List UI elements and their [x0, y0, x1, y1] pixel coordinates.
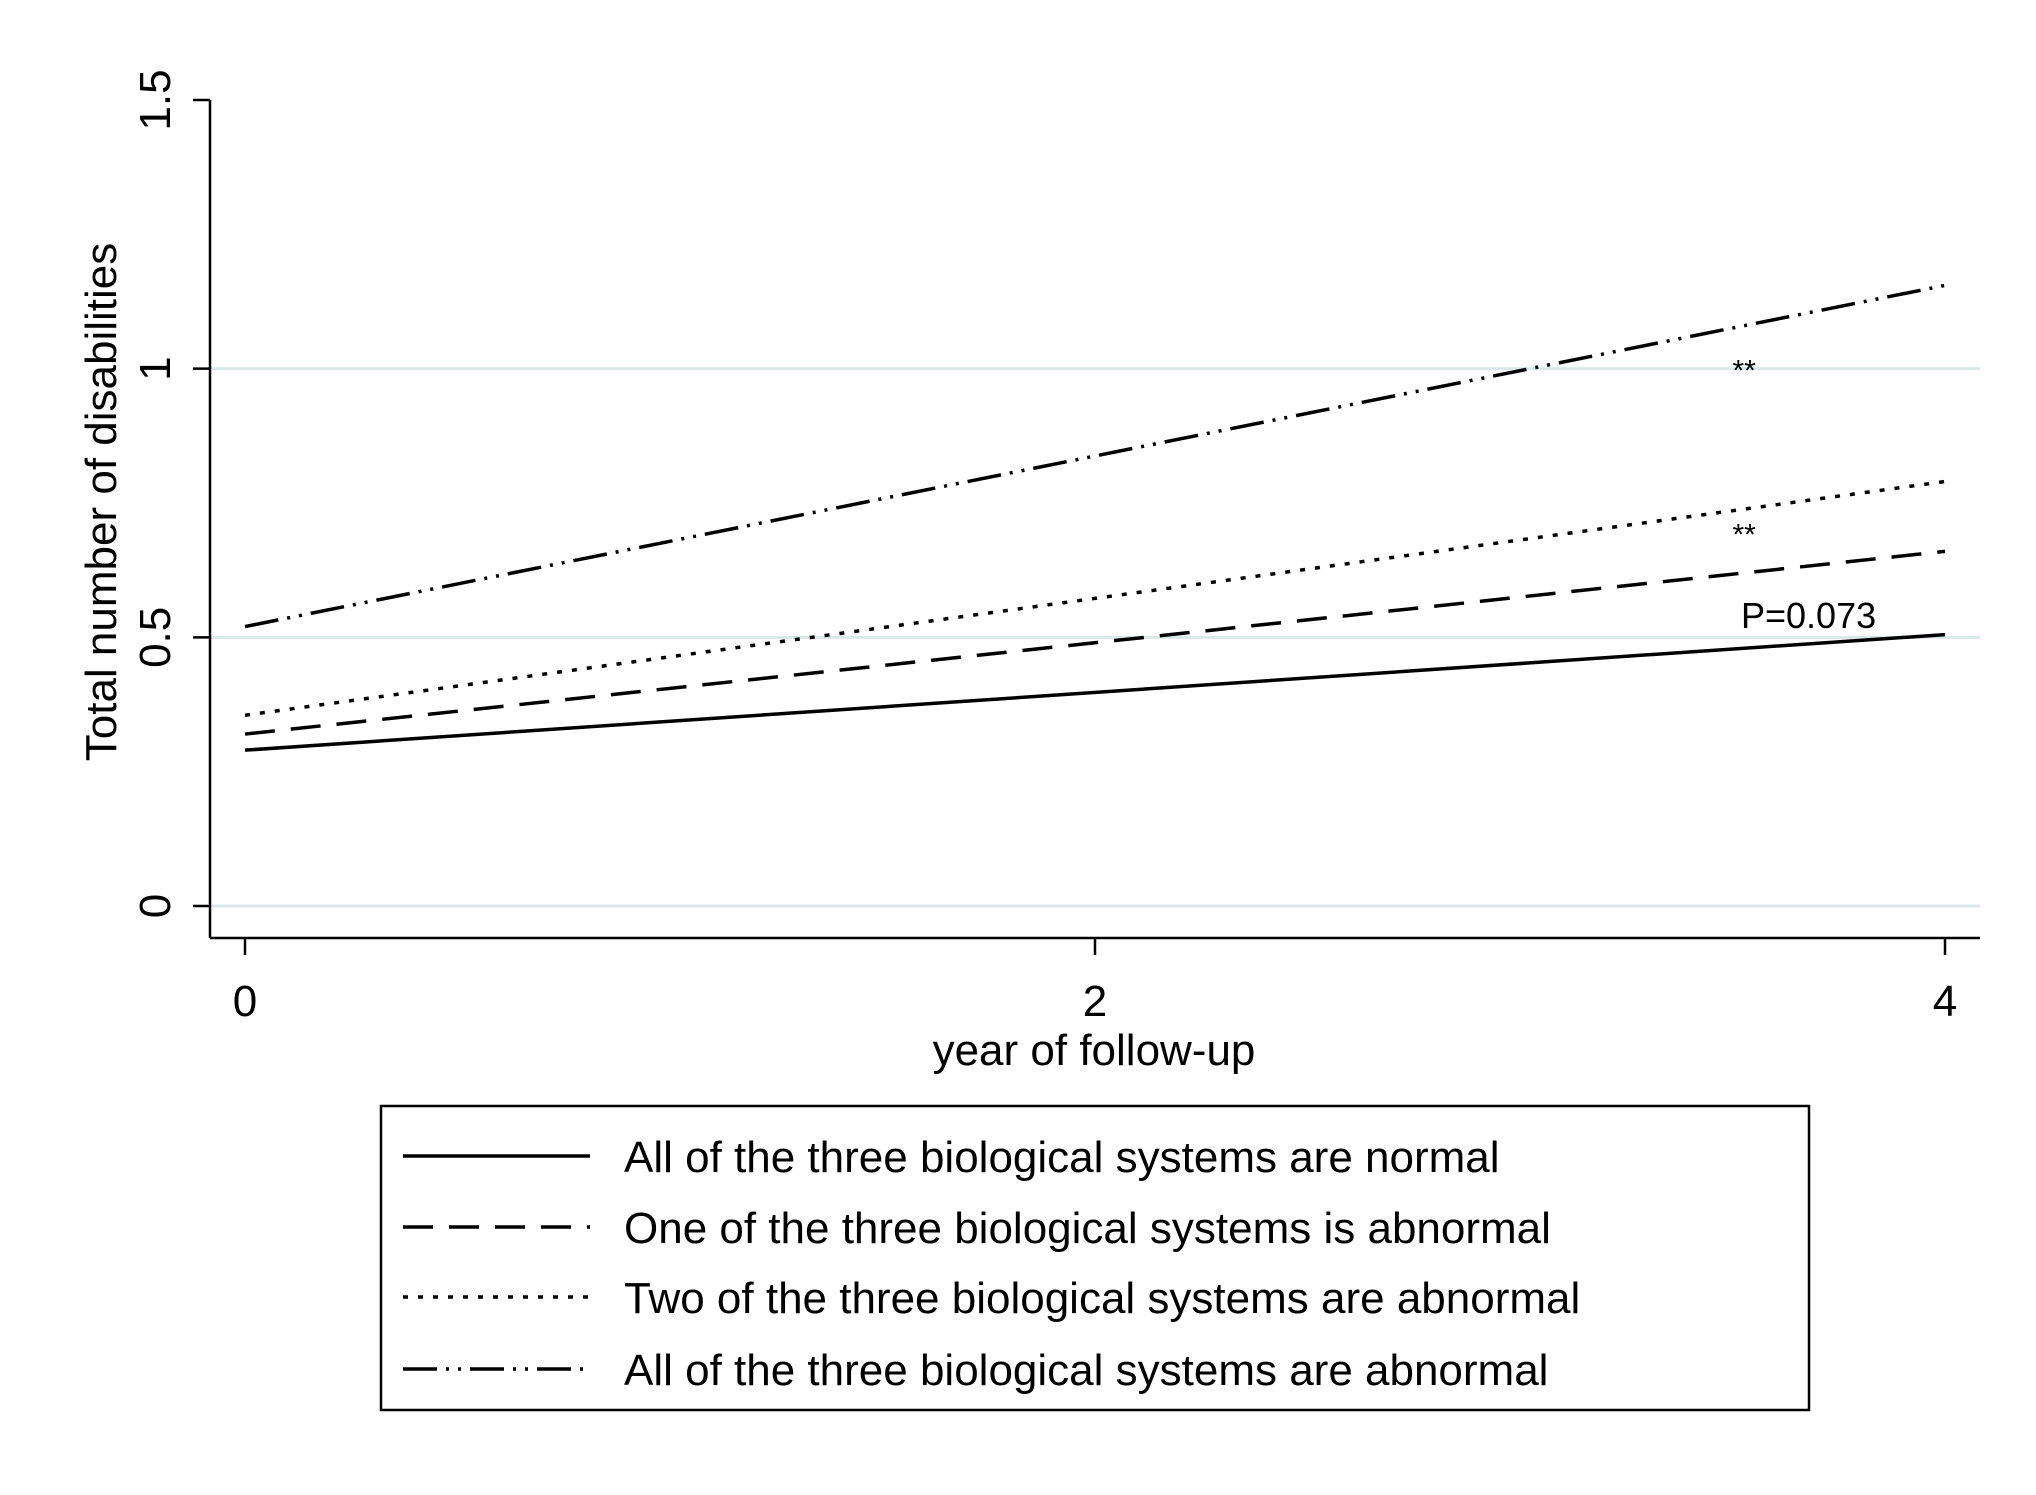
legend-box [379, 1104, 1811, 1412]
series-line [244, 632, 1946, 752]
legend-label: All of the three biological systems are … [624, 1133, 1500, 1182]
gridlines [210, 367, 1980, 908]
annotations: ** ** P=0.073 [1733, 355, 1877, 636]
series-line [244, 283, 1946, 629]
y-tick-label: 0 [131, 894, 180, 918]
y-tick-label: 1.5 [131, 69, 180, 130]
series-line [244, 549, 1946, 736]
series-line [244, 479, 1946, 717]
y-tick-label: 1 [131, 356, 180, 380]
legend-label: One of the three biological systems is a… [624, 1204, 1551, 1253]
legend-label: All of the three biological systems are … [624, 1346, 1548, 1395]
ticks: 0 0.5 1 1.5 0 2 4 [131, 69, 1957, 1026]
y-axis-label: Total number of disabilities [77, 243, 126, 761]
x-axis-label: year of follow-up [933, 1026, 1256, 1075]
x-tick-label: 0 [233, 977, 257, 1026]
legend-label: Two of the three biological systems are … [624, 1274, 1580, 1323]
annotation-label: ** [1733, 355, 1757, 388]
axes [208, 100, 1980, 940]
annotation-label: ** [1733, 519, 1757, 552]
legend-items: All of the three biological systems are … [403, 1133, 1580, 1395]
y-tick-label: 0.5 [131, 607, 180, 668]
annotation-label: P=0.073 [1741, 595, 1876, 636]
x-tick-label: 4 [1933, 977, 1957, 1026]
legend: All of the three biological systems are … [379, 1104, 1811, 1412]
series-lines [244, 283, 1946, 752]
x-tick-label: 2 [1083, 977, 1107, 1026]
